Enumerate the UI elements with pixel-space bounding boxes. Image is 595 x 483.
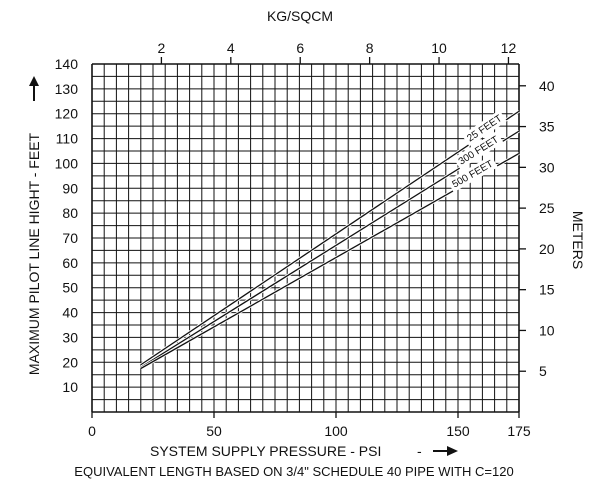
top-axis-title: KG/SQCM xyxy=(267,8,333,24)
y-axis-title: MAXIMUM PILOT LINE HIGHT - FEET xyxy=(26,132,42,375)
right-axis-title: METERS xyxy=(570,211,586,269)
x-tick-label: 0 xyxy=(88,423,96,439)
right-tick-label: 35 xyxy=(539,119,555,135)
x-axis-title: SYSTEM SUPPLY PRESSURE - PSI xyxy=(150,443,381,459)
chart-series xyxy=(139,109,520,370)
y-tick-label: 120 xyxy=(55,106,79,122)
x-tick-label: 100 xyxy=(324,423,348,439)
y-tick-label: 30 xyxy=(62,329,78,345)
y-tick-label: 50 xyxy=(62,280,78,296)
right-tick-label: 40 xyxy=(539,78,555,94)
left-axis-ticks: 10 20 30 40 50 60 70 80 90 100 110 120 130 140 xyxy=(55,56,79,395)
top-tick-label: 2 xyxy=(158,40,166,56)
series-label-bg xyxy=(447,155,498,192)
y-tick-label: 80 xyxy=(62,205,78,221)
top-tick-label: 6 xyxy=(296,40,304,56)
y-tick-label: 100 xyxy=(55,155,79,171)
y-tick-label: 110 xyxy=(56,131,79,147)
y-tick-label: 10 xyxy=(62,379,78,395)
x-tick-label: 150 xyxy=(446,423,470,439)
chart-grid xyxy=(91,63,520,413)
series-line xyxy=(140,130,520,368)
y-tick-label: 90 xyxy=(62,180,78,196)
series-label-bg xyxy=(461,109,507,146)
bottom-axis-ticks: 0 50 100 150 175 xyxy=(88,412,531,439)
x-tick-label: 175 xyxy=(507,423,531,439)
right-tick-label: 15 xyxy=(539,282,555,298)
x-tick-label: 50 xyxy=(206,423,222,439)
footnote: EQUIVALENT LENGTH BASED ON 3/4" SCHEDULE… xyxy=(74,464,513,479)
right-tick-label: 10 xyxy=(539,322,555,338)
right-tick-label: 20 xyxy=(539,241,555,257)
right-tick-label: 25 xyxy=(539,200,555,216)
y-tick-label: 70 xyxy=(62,230,78,246)
top-tick-label: 12 xyxy=(501,40,517,56)
y-tick-label: 60 xyxy=(62,255,78,271)
series-line xyxy=(140,110,520,366)
top-axis-ticks: 2 4 6 8 10 12 xyxy=(158,40,517,64)
right-tick-label: 30 xyxy=(539,159,555,175)
up-arrow-icon xyxy=(29,76,39,101)
right-axis-ticks: 5 10 15 20 25 30 35 40 xyxy=(519,78,555,379)
y-tick-label: 140 xyxy=(55,56,79,72)
right-tick-label: 5 xyxy=(539,363,547,379)
y-tick-label: 40 xyxy=(62,305,78,321)
top-tick-label: 4 xyxy=(227,40,235,56)
y-tick-label: 20 xyxy=(62,354,78,370)
top-tick-label: 10 xyxy=(431,40,447,56)
top-tick-label: 8 xyxy=(366,40,374,56)
series-label-bg xyxy=(453,131,504,170)
x-axis-title-dash: - xyxy=(417,443,422,459)
y-tick-label: 130 xyxy=(55,81,79,97)
right-arrow-icon xyxy=(433,446,458,456)
